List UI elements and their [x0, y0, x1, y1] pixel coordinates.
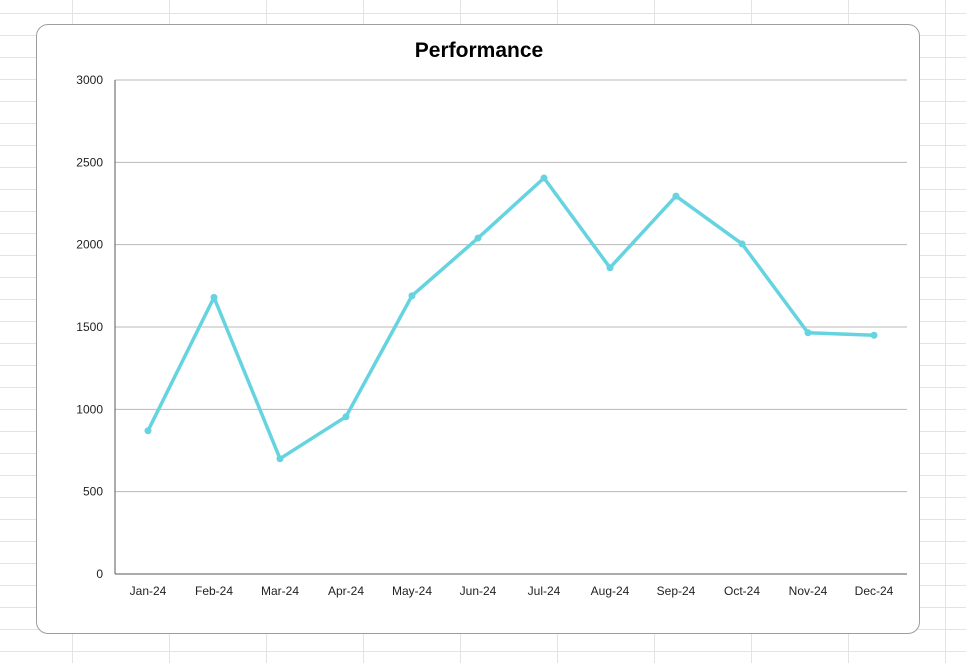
data-point	[540, 174, 548, 182]
data-point	[474, 234, 482, 242]
line-chart: Performance 0 500 1000 1500 2000 2500 3000 Jan…	[76, 39, 907, 598]
x-tick-label: Nov-24	[789, 584, 828, 598]
axes	[114, 80, 907, 575]
data-point	[870, 331, 878, 339]
x-axis-tick-labels: Jan-24 Feb-24 Mar-24 Apr-24 May-24 Jun-24 Jul-…	[130, 584, 894, 598]
x-tick-label: Feb-24	[195, 584, 233, 598]
x-tick-label: Oct-24	[724, 584, 760, 598]
chart-card: Performance 0 500 1000 1500 2000 2500 3000 Jan…	[36, 24, 920, 634]
y-axis-tick-labels: 0 500 1000 1500 2000 2500 3000	[76, 73, 103, 581]
data-point	[804, 329, 812, 337]
data-point	[408, 292, 416, 300]
data-point	[210, 293, 218, 301]
x-tick-label: Aug-24	[591, 584, 630, 598]
y-tick-label: 2000	[76, 238, 103, 252]
x-tick-label: Mar-24	[261, 584, 299, 598]
gridlines	[115, 79, 907, 493]
series-line	[146, 176, 876, 461]
y-tick-label: 500	[83, 485, 103, 499]
data-point	[276, 455, 284, 463]
x-tick-label: May-24	[392, 584, 432, 598]
data-point	[672, 192, 680, 200]
data-series	[144, 174, 878, 463]
x-tick-label: Jun-24	[460, 584, 497, 598]
x-tick-label: Dec-24	[855, 584, 894, 598]
chart-title: Performance	[415, 39, 543, 62]
data-point	[606, 264, 614, 272]
y-tick-label: 1000	[76, 402, 103, 416]
y-tick-label: 2500	[76, 155, 103, 169]
x-tick-label: Jan-24	[130, 584, 167, 598]
x-tick-label: Jul-24	[528, 584, 561, 598]
data-point	[738, 240, 746, 248]
y-tick-label: 3000	[76, 73, 103, 87]
y-tick-label: 0	[96, 567, 103, 581]
x-tick-label: Apr-24	[328, 584, 364, 598]
data-point	[342, 413, 350, 421]
data-point	[144, 427, 152, 435]
y-tick-label: 1500	[76, 320, 103, 334]
x-tick-label: Sep-24	[657, 584, 696, 598]
